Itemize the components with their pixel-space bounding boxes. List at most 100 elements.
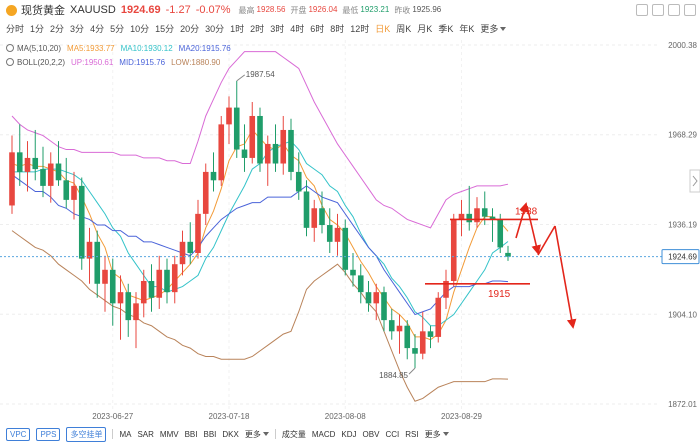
legend-item: MA5:1933.77: [67, 43, 115, 53]
period-tab[interactable]: 2分: [50, 23, 65, 34]
tool-button[interactable]: VPC: [6, 427, 31, 441]
candle-body: [419, 331, 426, 354]
candle-body: [55, 163, 62, 181]
period-tab[interactable]: 年K: [459, 23, 475, 34]
period-tab[interactable]: 分时: [6, 23, 25, 34]
period-tab[interactable]: 周K: [396, 23, 412, 34]
candle-body: [303, 191, 310, 228]
legend-row: BOLL(20,2,2) UP:1950.61 MID:1915.76 LOW:188…: [6, 56, 226, 68]
indicator-tab[interactable]: CCI: [385, 429, 400, 439]
tool-button[interactable]: PPS: [36, 427, 61, 441]
period-tab[interactable]: 15分: [155, 23, 175, 34]
icon-button[interactable]: [668, 4, 680, 16]
period-tab[interactable]: 8时: [330, 23, 345, 34]
stat-label: 昨收: [394, 5, 411, 15]
legend-item: MA10:1930.12: [120, 43, 173, 53]
indicator-tab[interactable]: RSI: [405, 429, 419, 439]
indicator-tab[interactable]: 更多: [245, 429, 269, 440]
stat-label: 最低: [342, 5, 359, 15]
period-tab[interactable]: 更多: [480, 22, 507, 35]
period-tab[interactable]: 3时: [270, 23, 285, 34]
period-tab[interactable]: 3分: [70, 23, 85, 34]
candle-body: [257, 115, 263, 164]
indicator-line: [11, 51, 509, 229]
eye-icon[interactable]: [6, 58, 14, 66]
indicator-tab[interactable]: KDJ: [341, 429, 357, 439]
candle-body: [342, 227, 349, 270]
current-price-label: 1924.69: [668, 253, 697, 262]
period-tab[interactable]: 4时: [290, 23, 305, 34]
legend-title: MA(5,10,20): [17, 43, 62, 53]
period-tab[interactable]: 日K: [375, 23, 391, 34]
candle-body: [117, 292, 124, 304]
icon-button[interactable]: [652, 4, 664, 16]
candle-body: [373, 292, 380, 304]
legend-item: UP:1950.61: [71, 57, 114, 67]
period-tab[interactable]: 30分: [205, 23, 225, 34]
candle-body: [148, 280, 155, 298]
stat-value: 1925.96: [412, 4, 442, 14]
candle-body: [210, 171, 217, 181]
indicator-tab[interactable]: DKX: [222, 429, 239, 439]
candle-body: [319, 208, 325, 226]
candle-body: [466, 213, 473, 223]
period-tab[interactable]: 4分: [90, 23, 105, 34]
y-tick-label: 1936.19: [668, 221, 697, 230]
period-tab[interactable]: 月K: [417, 23, 433, 34]
indicator-tab[interactable]: OBV: [362, 429, 380, 439]
candle-body: [40, 169, 46, 186]
collapse-button[interactable]: [689, 169, 700, 193]
indicator-tab[interactable]: MA: [119, 429, 132, 439]
period-tab[interactable]: 12时: [350, 23, 370, 34]
candle-body: [481, 208, 488, 217]
candle-body: [249, 115, 256, 158]
legend-item: MA20:1915.76: [178, 43, 231, 53]
period-tab[interactable]: 20分: [180, 23, 200, 34]
toolbar-icons: [636, 4, 696, 16]
period-tab[interactable]: 10分: [130, 23, 150, 34]
candle-body: [109, 269, 116, 304]
eye-icon[interactable]: [6, 44, 14, 52]
candle-body: [63, 180, 70, 200]
candle-body: [443, 280, 449, 298]
symbol: XAUUSD: [70, 4, 116, 16]
candle-body: [226, 107, 232, 125]
indicator-tab[interactable]: BBI: [203, 429, 217, 439]
candle-body: [156, 269, 163, 298]
indicator-line: [11, 230, 509, 402]
period-tab[interactable]: 1分: [30, 23, 45, 34]
candle-body: [450, 219, 457, 281]
period-tab[interactable]: 季K: [438, 23, 454, 34]
indicator-tab[interactable]: 更多: [425, 429, 449, 440]
x-tick-label: 2023-07-18: [209, 412, 250, 421]
min-label: 1884.85: [379, 371, 408, 380]
period-tab[interactable]: 5分: [110, 23, 125, 34]
indicator-tab[interactable]: MACD: [311, 429, 336, 439]
icon-button[interactable]: [636, 4, 648, 16]
y-tick-label: 2000.38: [668, 41, 697, 50]
min-leader: [408, 367, 416, 375]
stat-label: 最高: [238, 5, 255, 15]
period-tab[interactable]: 1时: [230, 23, 245, 34]
period-tab[interactable]: 6时: [310, 23, 325, 34]
indicator-tab[interactable]: SAR: [137, 429, 154, 439]
current-price-box: [661, 249, 700, 265]
period-tab[interactable]: 2时: [250, 23, 265, 34]
candle-body: [241, 149, 248, 158]
y-tick-label: 1904.10: [668, 310, 697, 319]
indicator-tab[interactable]: 成交量: [281, 429, 306, 439]
candle-body: [71, 185, 77, 200]
candle-body: [264, 143, 271, 164]
caret: [442, 432, 449, 437]
candle-body: [47, 163, 54, 186]
instrument-name: 现货黄金: [21, 5, 65, 17]
indicator-tab[interactable]: MMV: [159, 429, 179, 439]
candle-body: [16, 152, 23, 172]
icon-button[interactable]: [684, 4, 696, 16]
indicator-tab[interactable]: BBI: [184, 429, 198, 439]
caret: [500, 27, 507, 32]
tool-button[interactable]: 多空挂单: [66, 426, 107, 442]
level-label: 1915: [488, 289, 511, 300]
candle-body: [334, 227, 341, 242]
candle-body: [233, 107, 240, 150]
